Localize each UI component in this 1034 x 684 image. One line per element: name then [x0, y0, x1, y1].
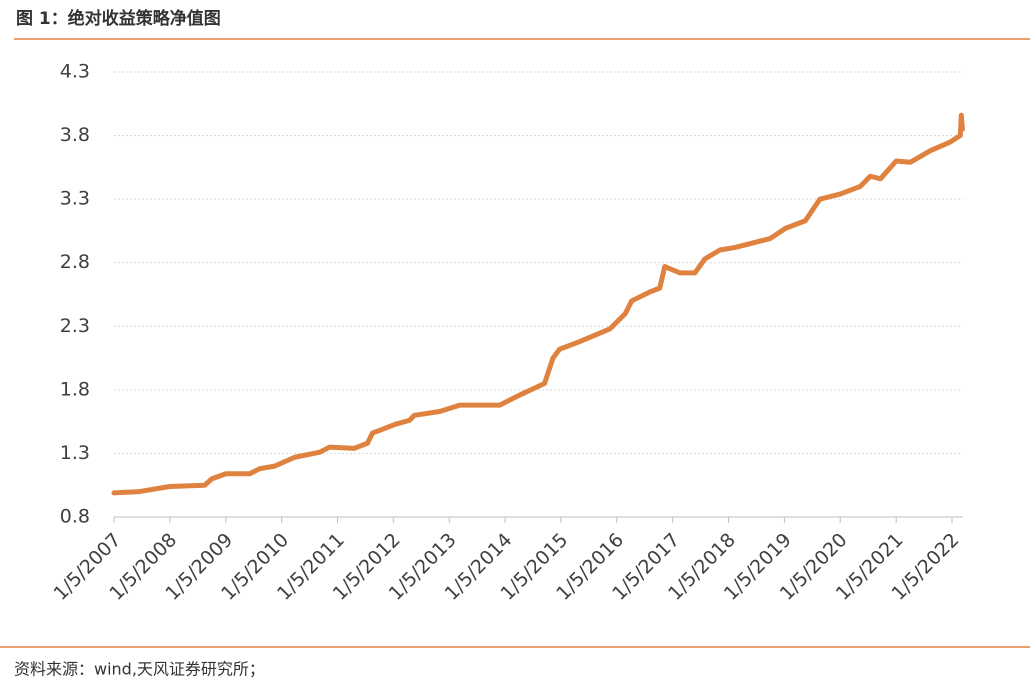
y-tick-label: 2.3 — [60, 315, 90, 337]
line-series — [111, 112, 965, 496]
y-tick-label: 1.8 — [60, 378, 90, 400]
y-tick-label: 1.3 — [60, 442, 90, 464]
y-tick-label: 3.8 — [60, 124, 90, 146]
y-tick-label: 0.8 — [60, 506, 90, 528]
chart-title: 图 1：绝对收益策略净值图 — [16, 8, 221, 29]
y-tick-label: 3.3 — [60, 188, 90, 210]
y-tick-label: 4.3 — [60, 61, 90, 83]
y-tick-label: 2.8 — [60, 251, 90, 273]
source-note: 资料来源：wind,天风证券研究所； — [14, 660, 265, 679]
